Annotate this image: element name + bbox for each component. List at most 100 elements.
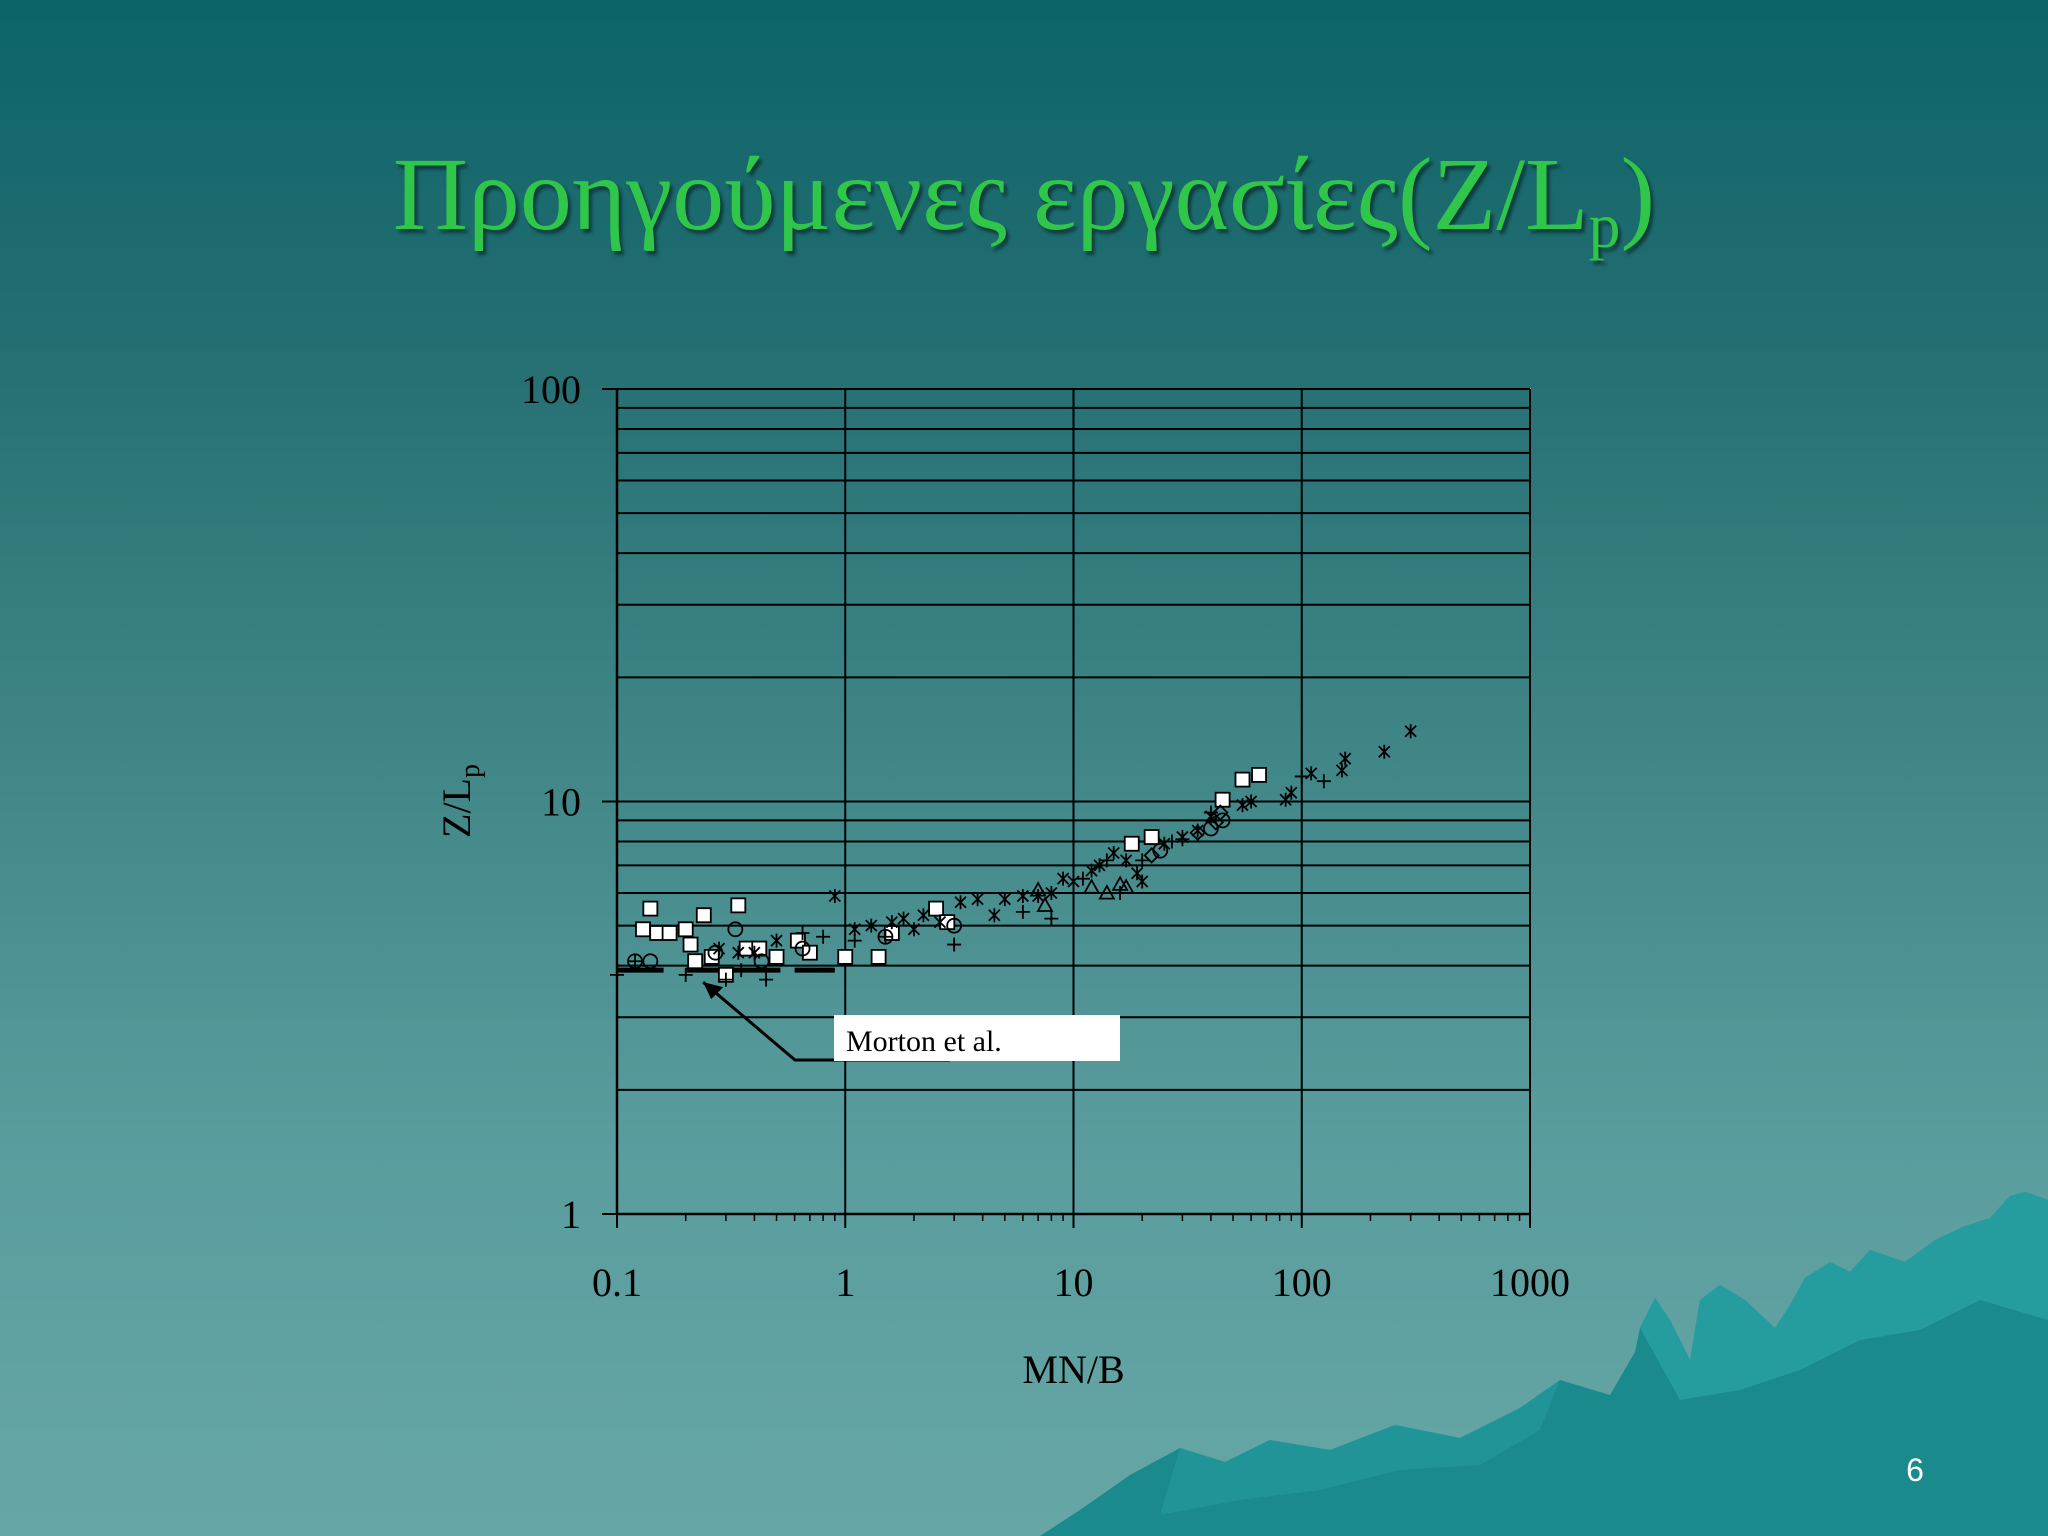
y-axis-label-main: Z/L — [434, 778, 479, 838]
data-points — [610, 724, 1417, 987]
title-subscript: p — [1588, 190, 1621, 261]
data-point-star — [848, 922, 861, 937]
data-point-triangle — [1098, 884, 1116, 900]
data-point-plus — [678, 967, 693, 982]
data-point-star — [1404, 724, 1417, 739]
data-point-star — [1378, 744, 1391, 759]
data-point-circle — [753, 953, 770, 970]
data-point-star — [971, 892, 984, 907]
data-point-plus — [795, 925, 810, 940]
data-point-square — [1123, 835, 1140, 852]
data-point-star — [1056, 871, 1070, 886]
data-point-plus — [1075, 871, 1090, 886]
annotation-group: Morton et al. — [702, 981, 1120, 1062]
data-point-star — [865, 918, 878, 933]
x-tick-label: 100 — [1272, 1260, 1332, 1305]
data-point-square — [682, 936, 699, 953]
y-tick-label: 1 — [561, 1192, 581, 1237]
data-point-plus — [816, 929, 831, 944]
data-point-star — [1244, 794, 1258, 809]
data-point-square — [661, 925, 678, 941]
data-point-star — [1130, 866, 1144, 881]
data-point-plus — [628, 954, 643, 969]
data-point-plus — [759, 972, 774, 987]
x-tick-label: 10 — [1054, 1260, 1094, 1305]
data-point-star — [998, 892, 1011, 907]
data-point-diamond — [1212, 804, 1229, 821]
data-point-star — [748, 945, 761, 960]
data-point-square — [687, 953, 704, 970]
annotation-box — [834, 1015, 1120, 1061]
slide-number: 6 — [1906, 1452, 1924, 1488]
data-point-star — [1236, 798, 1249, 813]
data-point-plus — [1015, 904, 1030, 919]
data-point-star — [1335, 763, 1349, 778]
annotation-label: Morton et al. — [846, 1025, 1002, 1058]
x-axis-label: MN/B — [1022, 1347, 1124, 1392]
data-point-star — [988, 908, 1001, 923]
slide-title: Προηγούμενες εργασίες(Z/Lp) — [0, 135, 2048, 258]
data-point-square — [870, 949, 887, 965]
data-point-star — [1191, 823, 1204, 838]
title-close-paren: ) — [1620, 137, 1656, 252]
data-point-star — [712, 941, 726, 956]
data-point-star — [907, 922, 921, 937]
data-point-square — [1251, 767, 1267, 783]
data-point-star — [770, 933, 783, 948]
data-point-star — [1119, 853, 1133, 868]
data-point-star — [1107, 846, 1120, 861]
y-tick-label: 100 — [521, 367, 581, 412]
title-text: Προηγούμενες εργασίες(Z/L — [392, 137, 1589, 252]
data-point-plus — [1113, 886, 1128, 901]
data-point-circle — [946, 917, 963, 934]
y-axis-label-subscript: p — [455, 764, 486, 778]
data-point-circle — [642, 953, 659, 970]
data-point-triangle — [1083, 878, 1101, 894]
data-point-square — [677, 921, 694, 938]
data-point-square — [635, 921, 651, 938]
data-point-star — [1204, 809, 1218, 824]
data-point-star — [1158, 836, 1171, 851]
data-point-star — [954, 895, 967, 910]
data-point-plus — [1316, 774, 1331, 789]
data-point-star — [1279, 792, 1292, 807]
data-point-star — [732, 945, 745, 960]
data-point-square — [1214, 791, 1231, 808]
data-point-square — [642, 900, 659, 917]
annotation-arrowhead — [703, 982, 724, 1000]
data-point-star — [1136, 874, 1149, 889]
x-tick-label: 0.1 — [592, 1260, 642, 1305]
data-point-star — [1093, 858, 1106, 873]
data-point-star — [1305, 766, 1318, 781]
data-point-plus — [1294, 769, 1309, 784]
data-point-square — [1234, 771, 1251, 788]
data-point-circle — [794, 940, 811, 957]
y-tick-label: 10 — [541, 780, 581, 825]
data-point-square — [730, 897, 747, 914]
data-point-star — [1016, 889, 1029, 904]
data-point-star — [1032, 889, 1045, 904]
data-point-diamond — [1189, 824, 1206, 842]
data-point-plus — [1044, 911, 1059, 926]
data-point-triangle — [1036, 896, 1054, 912]
data-point-star — [1067, 874, 1080, 889]
data-point-star — [917, 908, 930, 923]
data-point-circle — [727, 921, 744, 938]
data-point-plus — [947, 937, 962, 952]
data-point-star — [897, 911, 910, 926]
data-point-star — [1085, 863, 1098, 878]
data-point-plus — [718, 972, 733, 987]
y-axis-label: Z/Lp — [434, 764, 486, 838]
data-point-square — [695, 907, 712, 924]
data-point-square — [768, 949, 785, 965]
data-point-star — [828, 889, 841, 904]
chart-axes — [602, 388, 1531, 1228]
chart-grid — [616, 388, 1531, 1215]
data-point-star — [933, 915, 947, 930]
data-point-square — [837, 949, 854, 965]
data-point-diamond — [1143, 847, 1160, 864]
data-point-plus — [1135, 853, 1150, 868]
data-point-star — [885, 915, 898, 930]
